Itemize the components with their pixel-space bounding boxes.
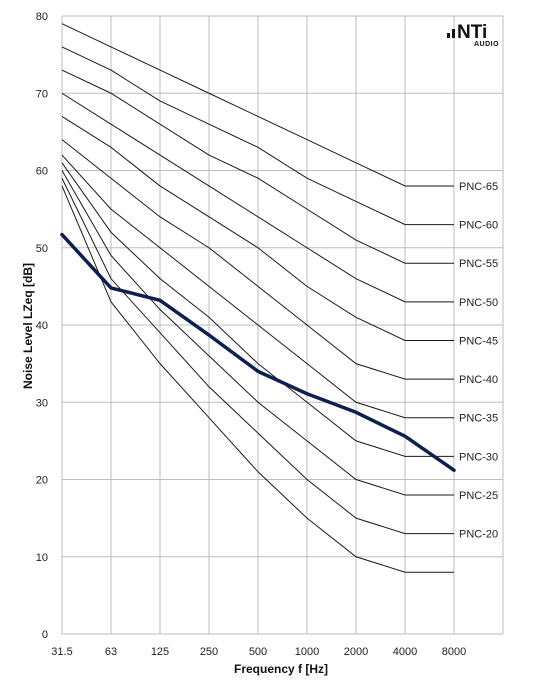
x-tick-250: 250 <box>200 646 218 658</box>
y-tick-60: 60 <box>36 166 48 178</box>
measurement-point-7 <box>403 434 407 438</box>
label-pnc-20: PNC-20 <box>459 529 498 541</box>
x-tick-63: 63 <box>105 646 117 658</box>
x-tick-2000: 2000 <box>344 646 368 658</box>
y-tick-50: 50 <box>36 243 48 255</box>
x-axis-title: Frequency f [Hz] <box>234 662 328 676</box>
curve-pnc-50 <box>61 92 454 303</box>
label-pnc-35: PNC-35 <box>459 413 498 425</box>
y-tick-labels: 0 10 20 30 40 50 60 70 80 <box>36 11 48 641</box>
logo-brand: NTi <box>457 22 487 43</box>
logo-bar-1 <box>447 33 450 38</box>
label-pnc-50: PNC-50 <box>459 297 498 309</box>
x-tick-1000: 1000 <box>295 646 319 658</box>
y-tick-40: 40 <box>36 320 48 332</box>
curve-pnc-65 <box>61 23 454 187</box>
curve-pnc-60 <box>61 46 454 226</box>
measurement-point-4 <box>256 369 260 373</box>
measurement-point-5 <box>305 392 309 396</box>
y-tick-80: 80 <box>36 11 48 23</box>
label-pnc-65: PNC-65 <box>459 181 498 193</box>
x-tick-labels: 31.5 63 125 250 500 1000 2000 4000 8000 <box>51 646 466 658</box>
x-tick-125: 125 <box>151 646 169 658</box>
y-tick-0: 0 <box>42 629 48 641</box>
chart-grid <box>61 15 504 635</box>
curve-pnc-45 <box>61 116 454 341</box>
measurement-point-6 <box>354 410 358 414</box>
label-pnc-25: PNC-25 <box>459 490 498 502</box>
x-tick-500: 500 <box>249 646 267 658</box>
pnc-curves <box>61 23 454 573</box>
x-tick-8000: 8000 <box>442 646 466 658</box>
logo-bar-2 <box>452 29 455 38</box>
curve-pnc-55 <box>61 69 454 264</box>
curve-pnc-30 <box>61 162 454 457</box>
curve-labels: PNC-65 PNC-60 PNC-55 PNC-50 PNC-45 PNC-40 PNC-… <box>459 181 498 541</box>
curve-lower-10 <box>61 185 454 573</box>
measurement-point-3 <box>207 333 211 337</box>
label-pnc-45: PNC-45 <box>459 335 498 347</box>
curve-pnc-20 <box>61 178 454 535</box>
curve-pnc-25 <box>61 170 454 496</box>
y-tick-20: 20 <box>36 475 48 487</box>
measurement-point-2 <box>158 298 162 302</box>
x-tick-31.5: 31.5 <box>51 646 72 658</box>
y-tick-70: 70 <box>36 88 48 100</box>
x-tick-4000: 4000 <box>393 646 417 658</box>
label-pnc-30: PNC-30 <box>459 451 498 463</box>
label-pnc-60: PNC-60 <box>459 220 498 232</box>
y-tick-10: 10 <box>36 552 48 564</box>
measurement-point-8 <box>452 468 456 472</box>
measurement-point-1 <box>109 286 113 290</box>
logo-sub: AUDIO <box>474 41 499 48</box>
measurement-series <box>60 232 456 472</box>
label-pnc-40: PNC-40 <box>459 374 498 386</box>
nti-audio-logo: NTi AUDIO <box>447 22 499 48</box>
curve-pnc-40 <box>61 139 454 380</box>
label-pnc-55: PNC-55 <box>459 258 498 270</box>
curve-pnc-35 <box>61 154 454 419</box>
measurement-point-0 <box>60 233 64 237</box>
y-axis-title: Noise Level LZeq [dB] <box>21 263 35 389</box>
y-tick-30: 30 <box>36 397 48 409</box>
